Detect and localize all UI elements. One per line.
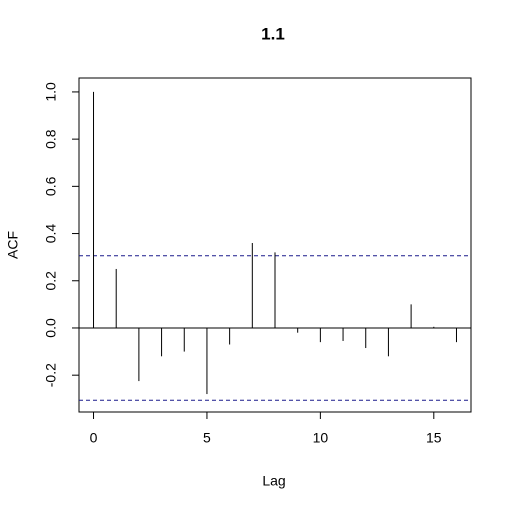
y-tick-label: -0.2 <box>43 363 59 387</box>
y-tick-label: 0.2 <box>43 271 59 291</box>
x-tick-label: 5 <box>203 430 211 446</box>
x-axis-label: Lag <box>262 473 285 489</box>
x-tick-label: 15 <box>426 430 442 446</box>
y-tick-label: 0.0 <box>43 318 59 338</box>
x-tick-label: 10 <box>313 430 329 446</box>
y-tick-label: 1.0 <box>43 82 59 102</box>
y-axis-label: ACF <box>5 231 21 259</box>
plot-frame <box>78 77 472 413</box>
y-tick-label: 0.8 <box>43 129 59 149</box>
y-tick-label: 0.4 <box>43 224 59 244</box>
x-tick-label: 0 <box>90 430 98 446</box>
chart-title: 1.1 <box>261 24 285 43</box>
y-tick-label: 0.6 <box>43 176 59 196</box>
